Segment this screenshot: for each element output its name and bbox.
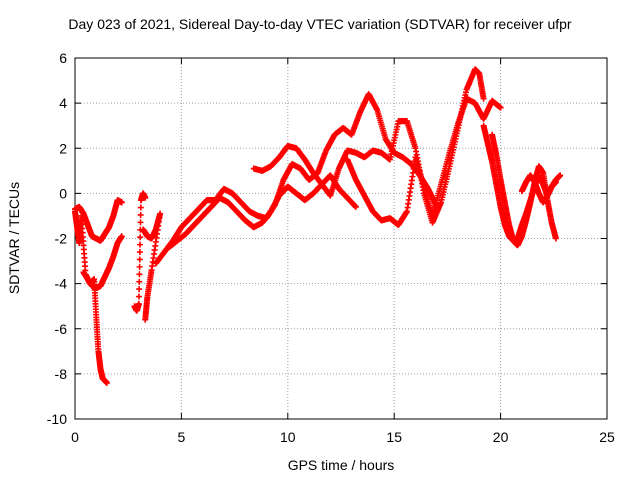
series-sat-l [518, 172, 559, 206]
data-point [136, 286, 143, 293]
y-tick-label: -8 [55, 366, 68, 382]
data-point [137, 211, 144, 218]
data-point [142, 194, 149, 201]
data-point [135, 300, 142, 307]
data-point [118, 233, 125, 240]
data-point [497, 104, 504, 111]
data-point [137, 234, 144, 241]
ticks: 0 5 10 15 20 25 -10 -8 -6 -4 -2 0 2 4 6 [47, 50, 615, 445]
y-tick-label: 2 [59, 140, 67, 156]
y-axis-label: SDTVAR / TECUs [6, 181, 22, 295]
series-sat-e [140, 210, 164, 323]
data-point [136, 249, 143, 256]
data-point [118, 199, 125, 206]
y-tick-label: 0 [59, 185, 67, 201]
y-tick-label: -4 [55, 276, 68, 292]
y-tick-label: -2 [55, 231, 68, 247]
x-tick-label: 15 [386, 429, 402, 445]
data-point [142, 316, 149, 323]
y-tick-label: 6 [59, 50, 67, 66]
data-point [136, 263, 143, 270]
data-point [480, 95, 487, 102]
data-point [136, 256, 143, 263]
x-axis-label: GPS time / hours [287, 457, 395, 473]
series-sat-g [165, 172, 359, 251]
data-point [137, 219, 144, 226]
x-tick-label: 5 [178, 429, 186, 445]
data-points [72, 66, 564, 386]
chart-title: Day 023 of 2021, Sidereal Day-to-day VTE… [68, 16, 572, 32]
data-point [103, 379, 110, 386]
data-point [135, 293, 142, 300]
data-point [552, 235, 559, 242]
data-point [136, 278, 143, 285]
x-tick-label: 25 [599, 429, 615, 445]
series-sat-i [344, 95, 504, 228]
y-tick-label: -6 [55, 321, 68, 337]
data-point [137, 204, 144, 211]
x-tick-label: 10 [280, 429, 296, 445]
x-tick-label: 0 [71, 429, 79, 445]
data-point [136, 271, 143, 278]
series-sat-d [131, 190, 149, 314]
y-axis-label-wrap: SDTVAR / TECUs [4, 138, 24, 338]
data-point [552, 179, 559, 186]
series-sat-c [80, 233, 125, 292]
y-tick-label: -10 [47, 411, 67, 427]
y-tick-label: 4 [59, 95, 67, 111]
series-sat-b [72, 197, 125, 244]
data-point [352, 203, 359, 210]
data-point [557, 172, 564, 179]
x-tick-label: 20 [493, 429, 509, 445]
series-sat-f [152, 91, 440, 267]
data-point [137, 241, 144, 248]
